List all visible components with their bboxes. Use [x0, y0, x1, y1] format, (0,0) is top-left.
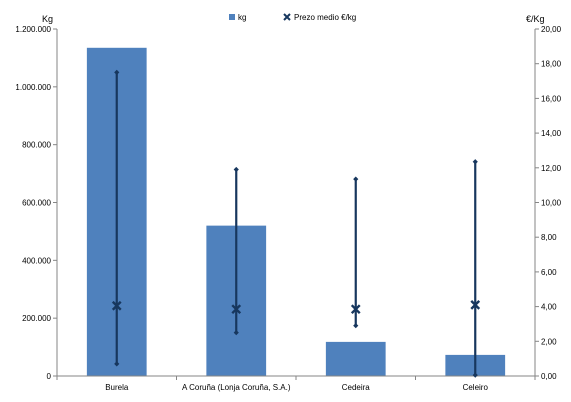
category-label-1: A Coruña (Lonja Coruña, S.A.) [182, 383, 291, 392]
price-min-marker-2 [353, 323, 359, 329]
price-avg-marker-3 [470, 300, 481, 310]
bar-2 [325, 341, 386, 376]
right-tick-label-0: 0,00 [541, 372, 557, 381]
price-min-marker-0 [114, 361, 120, 367]
category-label-2: Cedeira [342, 383, 371, 392]
bars-layer [86, 47, 506, 376]
price-layer [111, 69, 481, 378]
right-tick-label-4: 8,00 [541, 233, 557, 242]
right-tick-label-9: 18,00 [541, 60, 562, 69]
left-tick-label-1: 200.000 [22, 314, 51, 323]
left-tick-label-2: 400.000 [22, 256, 51, 265]
right-tick-label-3: 6,00 [541, 268, 557, 277]
price-avg-marker-0 [111, 300, 122, 311]
left-tick-label-4: 800.000 [22, 141, 51, 150]
right-tick-label-2: 4,00 [541, 303, 557, 312]
price-min-marker-3 [472, 372, 478, 378]
legend-label-price: Prezo medio €/kg [294, 13, 356, 22]
right-tick-label-6: 12,00 [541, 164, 562, 173]
left-tick-label-5: 1.000.000 [15, 83, 51, 92]
right-tick-label-10: 20,00 [541, 25, 562, 34]
price-max-marker-3 [472, 159, 478, 165]
price-avg-marker-2 [350, 304, 361, 315]
right-tick-label-5: 10,00 [541, 199, 562, 208]
category-label-0: Burela [105, 383, 129, 392]
left-tick-label-0: 0 [47, 372, 52, 381]
price-min-marker-1 [233, 330, 239, 336]
price-avg-marker-1 [231, 304, 242, 315]
price-max-marker-1 [233, 166, 239, 173]
right-tick-label-8: 16,00 [541, 94, 562, 103]
legend: kg Prezo medio €/kg [229, 13, 356, 22]
price-max-marker-2 [353, 176, 359, 182]
right-axis-label: €/Kg [526, 14, 545, 24]
right-tick-label-1: 2,00 [541, 337, 557, 346]
left-tick-label-6: 1.200.000 [15, 25, 51, 34]
price-max-marker-0 [114, 69, 120, 75]
axes-layer: 0 200.000 400.000 600.000 800.000 1.000.000 1.… [15, 14, 561, 392]
left-axis-label: Kg [42, 14, 53, 24]
legend-marker-price [283, 13, 291, 21]
right-tick-label-7: 14,00 [541, 129, 562, 138]
legend-swatch-kg [229, 14, 235, 20]
category-label-3: Celeiro [463, 383, 489, 392]
legend-label-kg: kg [238, 13, 246, 22]
left-tick-label-3: 600.000 [22, 199, 51, 208]
